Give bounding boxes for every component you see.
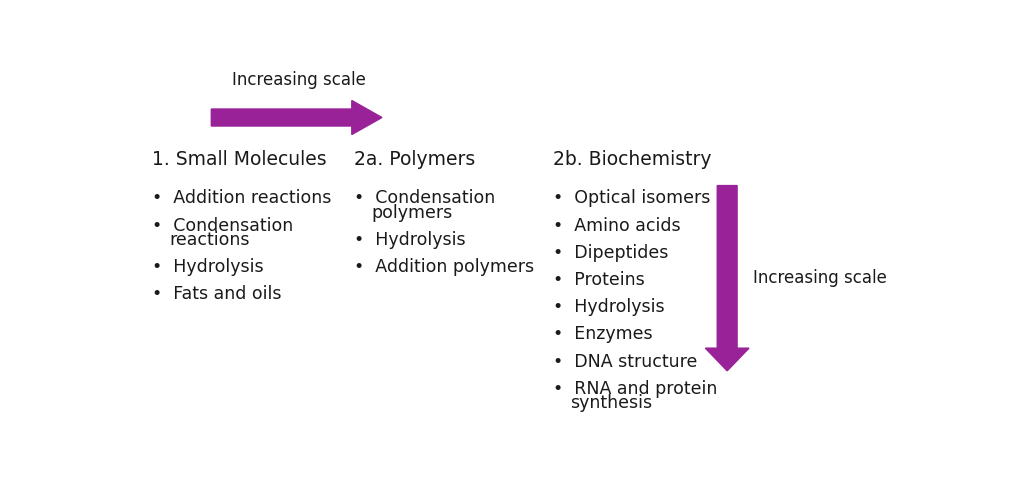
Text: 1. Small Molecules: 1. Small Molecules (152, 150, 327, 168)
Text: Increasing scale: Increasing scale (754, 269, 887, 287)
Text: polymers: polymers (372, 204, 453, 222)
Text: •  Dipeptides: • Dipeptides (553, 244, 668, 262)
Text: •  Addition reactions: • Addition reactions (152, 190, 331, 207)
FancyArrow shape (211, 101, 382, 135)
Text: •  Condensation: • Condensation (152, 217, 293, 235)
Text: 2a. Polymers: 2a. Polymers (354, 150, 475, 168)
Text: •  Hydrolysis: • Hydrolysis (553, 298, 665, 316)
Text: synthesis: synthesis (570, 394, 652, 412)
Text: •  Enzymes: • Enzymes (553, 326, 652, 344)
Text: •  Optical isomers: • Optical isomers (553, 190, 710, 207)
Text: •  DNA structure: • DNA structure (553, 353, 697, 371)
Text: •  Addition polymers: • Addition polymers (354, 258, 535, 276)
Text: Increasing scale: Increasing scale (231, 71, 366, 89)
Text: •  Hydrolysis: • Hydrolysis (152, 258, 263, 276)
Text: •  RNA and protein: • RNA and protein (553, 380, 717, 398)
Text: •  Hydrolysis: • Hydrolysis (354, 231, 466, 249)
Text: reactions: reactions (169, 231, 250, 249)
FancyArrow shape (706, 186, 749, 371)
Text: 2b. Biochemistry: 2b. Biochemistry (553, 150, 711, 168)
Text: •  Amino acids: • Amino acids (553, 217, 680, 235)
Text: •  Proteins: • Proteins (553, 271, 644, 289)
Text: •  Condensation: • Condensation (354, 190, 496, 207)
Text: •  Fats and oils: • Fats and oils (152, 285, 282, 303)
